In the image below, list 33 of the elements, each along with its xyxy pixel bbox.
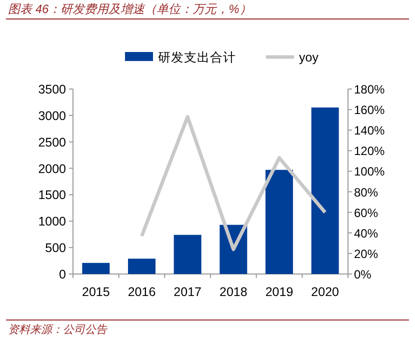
y2-tick-label: 120% xyxy=(354,144,386,158)
y-tick-label: 1500 xyxy=(38,188,66,202)
x-tick-label: 2018 xyxy=(220,285,248,299)
y2-tick-label: 20% xyxy=(354,246,378,261)
y2-tick-label: 140% xyxy=(354,124,386,138)
x-tick-label: 2019 xyxy=(265,285,294,299)
y2-tick-label: 80% xyxy=(354,185,378,200)
y2-tick-label: 100% xyxy=(354,164,386,179)
y2-tick-label: 160% xyxy=(354,103,386,118)
chart-title: 图表 46：研发费用及增速（单位：万元，%） xyxy=(8,2,252,16)
y-tick-label: 1000 xyxy=(38,214,66,229)
y-tick-label: 500 xyxy=(45,241,66,256)
y2-tick-label: 60% xyxy=(354,206,378,220)
legend-label: yoy xyxy=(299,50,320,64)
y-tick-label: 0 xyxy=(59,268,66,282)
bar xyxy=(82,262,110,274)
y2-tick-label: 180% xyxy=(354,82,386,96)
bar xyxy=(266,170,293,274)
x-tick-label: 2020 xyxy=(311,285,340,299)
y-tick-label: 2000 xyxy=(38,162,66,176)
x-tick-label: 2017 xyxy=(174,285,202,299)
y2-tick-label: 0% xyxy=(354,268,372,282)
bar xyxy=(311,108,339,274)
y-tick-label: 3500 xyxy=(38,82,66,96)
y-tick-label: 2500 xyxy=(38,135,66,150)
legend-label: 研发支出合计 xyxy=(158,50,236,64)
text: 资料来源：公司公告 xyxy=(8,323,108,336)
x-tick-label: 2015 xyxy=(82,285,110,299)
bar xyxy=(128,258,156,274)
y-tick-label: 3000 xyxy=(38,108,66,123)
y2-tick-label: 40% xyxy=(354,226,378,240)
bar xyxy=(174,234,202,274)
x-tick-label: 2016 xyxy=(128,285,156,299)
